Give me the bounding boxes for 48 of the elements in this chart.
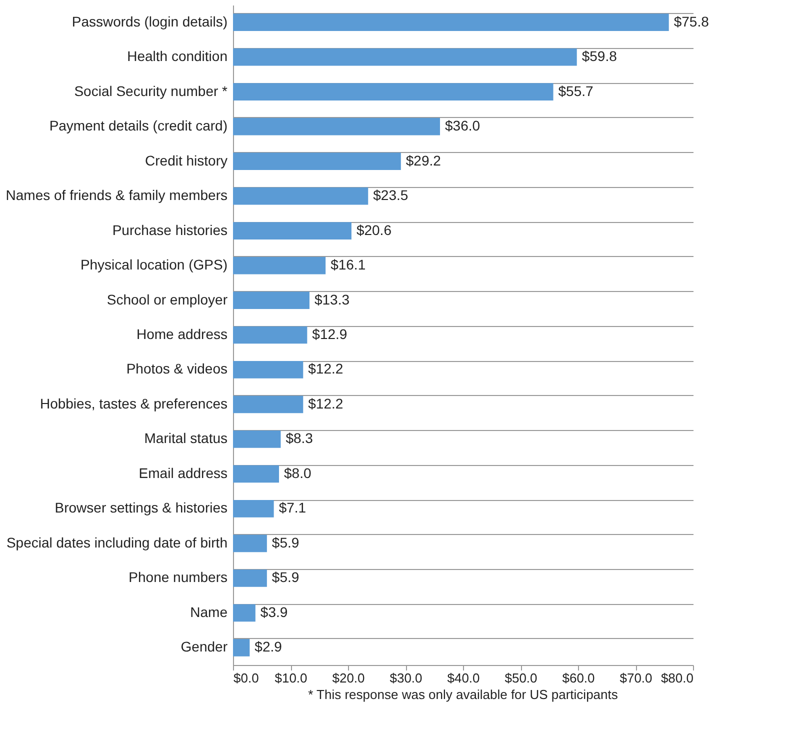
y-tick-label: Name: [190, 604, 228, 620]
data-label: $29.2: [406, 152, 442, 168]
y-tick-label: Home address: [136, 326, 228, 342]
y-tick-label: Payment details (credit card): [49, 118, 228, 134]
y-tick-label: Browser settings & histories: [54, 500, 228, 516]
x-tick-label: $70.0: [620, 670, 652, 686]
y-tick-label: Health condition: [127, 48, 228, 64]
y-tick-label: Gender: [180, 638, 228, 655]
data-label: $5.9: [272, 569, 300, 586]
data-label: $12.2: [308, 360, 344, 377]
y-tick-label: Phone numbers: [128, 569, 228, 586]
x-tick-label: $10.0: [274, 670, 308, 686]
data-label: $59.8: [582, 48, 618, 64]
y-tick-label: School or employer: [106, 291, 228, 308]
data-label: $75.8: [674, 13, 710, 30]
data-label: $36.0: [445, 118, 480, 134]
x-tick-label: $40.0: [447, 670, 480, 686]
x-tick-label: $50.0: [504, 670, 538, 686]
data-label: $20.6: [356, 222, 392, 238]
y-tick-label: Physical location (GPS): [80, 256, 228, 273]
data-label: $8.3: [286, 430, 314, 446]
y-tick-label: Credit history: [145, 152, 228, 168]
y-tick-label: Hobbies, tastes & preferences: [40, 395, 228, 412]
data-label: $12.2: [308, 395, 344, 412]
data-label: $55.7: [558, 82, 594, 99]
x-tick-label: $60.0: [562, 670, 595, 686]
y-tick-label: Purchase histories: [112, 222, 228, 238]
y-tick-label: Passwords (login details): [72, 13, 228, 30]
y-tick-label: Photos & videos: [126, 360, 228, 377]
y-tick-label: Marital status: [144, 430, 228, 446]
data-label: $5.9: [272, 534, 300, 550]
data-label: $16.1: [330, 256, 366, 273]
y-tick-label: Names of friends & family members: [6, 187, 228, 204]
data-label: $13.3: [314, 291, 350, 308]
data-label: $3.9: [260, 604, 288, 620]
x-tick-label: $80.0: [660, 670, 694, 686]
x-tick-label: $20.0: [332, 670, 365, 686]
data-label: $12.9: [312, 326, 348, 342]
x-tick-label: $30.0: [390, 670, 422, 686]
y-tick-label: Social Security number *: [74, 82, 228, 99]
data-label: $8.0: [284, 464, 312, 481]
data-label: $2.9: [254, 638, 282, 655]
x-tick-label: $0.0: [234, 670, 259, 686]
y-tick-label: Email address: [138, 464, 228, 481]
data-label: $7.1: [278, 500, 306, 516]
y-tick-label: Special dates including date of birth: [6, 534, 228, 550]
text: * This response was only available for US participants: [308, 687, 618, 702]
data-label: $23.5: [373, 187, 408, 204]
